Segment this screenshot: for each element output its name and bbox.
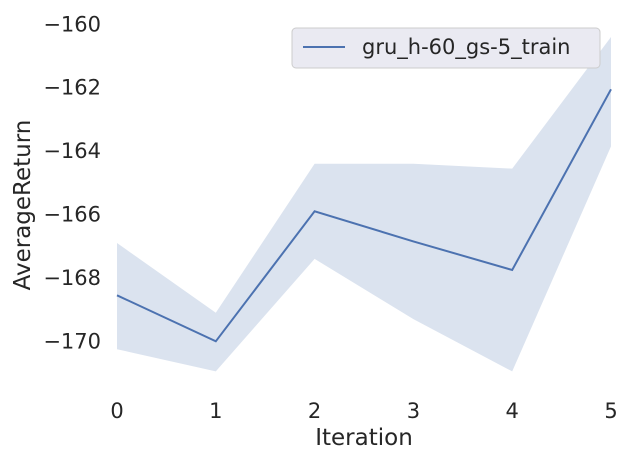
x-tick-label: 4 (506, 399, 519, 423)
legend-box (291, 27, 601, 69)
y-tick-label: −168 (43, 266, 101, 290)
confidence-band (117, 37, 611, 372)
legend-label: gru_h-60_gs-5_train (362, 35, 570, 60)
legend: gru_h-60_gs-5_train (291, 27, 601, 69)
x-tick-labels: 0 1 2 3 4 5 (110, 399, 617, 423)
x-tick-label: 3 (407, 399, 420, 423)
y-tick-label: −166 (43, 203, 101, 227)
series-line (116, 88, 612, 343)
y-tick-label: −164 (43, 139, 101, 163)
x-axis-label: Iteration (315, 425, 413, 451)
y-tick-label: −160 (43, 12, 101, 36)
x-tick-label: 5 (604, 399, 617, 423)
y-tick-label: −162 (43, 76, 101, 100)
x-tick-label: 1 (209, 399, 222, 423)
y-tick-labels: −160 −162 −164 −166 −168 −170 (43, 12, 101, 353)
x-tick-label: 2 (308, 399, 321, 423)
y-axis-label: AverageReturn (10, 120, 36, 291)
x-tick-label: 0 (110, 399, 123, 423)
y-tick-label: −170 (43, 329, 101, 353)
